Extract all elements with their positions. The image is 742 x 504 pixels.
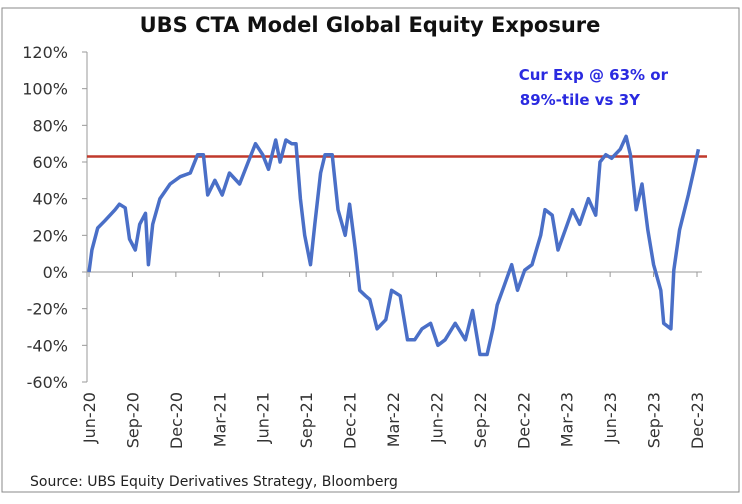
y-tick-label: 80% bbox=[32, 116, 68, 135]
x-tick-label: Mar-22 bbox=[384, 392, 403, 447]
y-tick-label: 0% bbox=[43, 263, 68, 282]
x-tick-label: Jun-23 bbox=[601, 392, 620, 444]
x-tick-label: Jun-22 bbox=[427, 392, 446, 444]
x-tick-label: Jun-21 bbox=[254, 392, 273, 444]
x-tick-label: Dec-22 bbox=[514, 392, 533, 449]
x-tick-label: Dec-20 bbox=[167, 392, 186, 449]
annotation-line-2: 89%-tile vs 3Y bbox=[520, 91, 641, 109]
x-tick-label: Sep-21 bbox=[297, 392, 316, 448]
y-tick-label: 40% bbox=[32, 190, 68, 209]
x-tick-label: Sep-22 bbox=[471, 392, 490, 448]
y-tick-label: 120% bbox=[22, 43, 68, 62]
x-tick-label: Mar-21 bbox=[210, 392, 229, 447]
chart-border bbox=[1, 7, 740, 493]
y-tick-label: 100% bbox=[22, 80, 68, 99]
source-note: Source: UBS Equity Derivatives Strategy,… bbox=[30, 474, 398, 490]
annotation-line-1: Cur Exp @ 63% or bbox=[519, 66, 669, 84]
y-tick-label: 60% bbox=[32, 153, 68, 172]
x-tick-label: Dec-21 bbox=[341, 392, 360, 449]
chart-title: UBS CTA Model Global Equity Exposure bbox=[140, 13, 601, 37]
x-tick-label: Jun-20 bbox=[80, 392, 99, 444]
y-tick-label: 20% bbox=[32, 226, 68, 245]
series-line bbox=[87, 134, 701, 357]
x-axis: Jun-20 Sep-20 Dec-20 Mar-21 Jun-21 Sep-21 Dec-… bbox=[80, 271, 707, 449]
y-tick-label: -20% bbox=[27, 300, 68, 319]
y-tick-label: -40% bbox=[27, 336, 68, 355]
y-tick-label: -60% bbox=[27, 373, 68, 392]
x-tick-label: Sep-20 bbox=[123, 392, 142, 448]
x-tick-label: Sep-23 bbox=[645, 392, 664, 448]
x-tick-label: Dec-23 bbox=[688, 392, 707, 449]
x-tick-label: Mar-23 bbox=[558, 392, 577, 447]
y-axis: -60% -40% -20% 0% 20% 40% 60% 80% 100% 120% bbox=[22, 43, 88, 392]
